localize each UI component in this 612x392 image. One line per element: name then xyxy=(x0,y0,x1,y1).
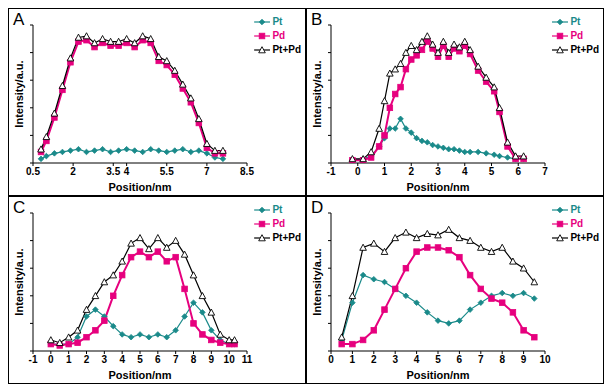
html-text:Pd: Pd xyxy=(570,30,584,41)
html-text:Pt: Pt xyxy=(272,16,283,27)
svg-text:4: 4 xyxy=(119,354,125,365)
html-text:C: C xyxy=(13,198,26,217)
html-text:B: B xyxy=(311,10,323,29)
svg-text:8: 8 xyxy=(191,354,197,365)
svg-text:2: 2 xyxy=(408,166,414,177)
svg-text:0: 0 xyxy=(328,354,334,365)
svg-text:7: 7 xyxy=(542,166,548,177)
svg-text:Position/nm: Position/nm xyxy=(407,181,470,193)
svg-text:5.5: 5.5 xyxy=(160,166,174,177)
svg-text:3.5: 3.5 xyxy=(106,166,120,177)
svg-text:6: 6 xyxy=(515,166,521,177)
html-text:A: A xyxy=(13,10,25,29)
svg-text:3: 3 xyxy=(392,354,398,365)
svg-text:0: 0 xyxy=(355,166,361,177)
html-text:Pt: Pt xyxy=(272,204,283,215)
svg-text:Position/nm: Position/nm xyxy=(109,181,172,193)
svg-text:10: 10 xyxy=(539,354,551,365)
svg-text:9: 9 xyxy=(521,354,527,365)
html-text:D: D xyxy=(311,198,324,217)
svg-text:Intensity/a.u.: Intensity/a.u. xyxy=(13,248,25,315)
svg-text:2: 2 xyxy=(70,166,76,177)
svg-text:8: 8 xyxy=(499,354,505,365)
svg-text:Position/nm: Position/nm xyxy=(407,369,470,381)
svg-text:-1: -1 xyxy=(29,354,38,365)
svg-text:Position/nm: Position/nm xyxy=(109,369,172,381)
html-text:Pt+Pd: Pt+Pd xyxy=(272,232,301,243)
svg-text:9: 9 xyxy=(209,354,215,365)
svg-text:2: 2 xyxy=(84,354,90,365)
html-text:Pt+Pd: Pt+Pd xyxy=(570,232,599,243)
html-text:Pt+Pd: Pt+Pd xyxy=(272,44,301,55)
html-text:Pt: Pt xyxy=(570,204,581,215)
svg-text:10: 10 xyxy=(224,354,236,365)
svg-text:Intensity/a.u.: Intensity/a.u. xyxy=(13,60,25,127)
svg-text:3: 3 xyxy=(435,166,441,177)
svg-text:11: 11 xyxy=(242,354,253,365)
svg-text:7: 7 xyxy=(204,166,210,177)
svg-text:6: 6 xyxy=(155,354,161,365)
html-text:Pd: Pd xyxy=(272,30,286,41)
html-text:Pt: Pt xyxy=(570,16,581,27)
svg-text:Intensity/a.u.: Intensity/a.u. xyxy=(311,248,323,315)
svg-text:0.5: 0.5 xyxy=(26,166,40,177)
svg-text:Intensity/a.u.: Intensity/a.u. xyxy=(311,60,323,127)
svg-text:7: 7 xyxy=(173,354,179,365)
html-text:Pt+Pd: Pt+Pd xyxy=(570,44,599,55)
svg-text:6: 6 xyxy=(457,354,463,365)
svg-text:5: 5 xyxy=(489,166,495,177)
html-text:Pd: Pd xyxy=(272,218,286,229)
svg-text:3: 3 xyxy=(102,354,108,365)
svg-text:4: 4 xyxy=(124,166,130,177)
svg-text:1: 1 xyxy=(382,166,388,177)
svg-text:8.5: 8.5 xyxy=(240,166,254,177)
svg-text:-1: -1 xyxy=(327,166,336,177)
svg-text:5: 5 xyxy=(137,354,143,365)
html-text:Pd: Pd xyxy=(570,218,584,229)
svg-text:4: 4 xyxy=(414,354,420,365)
svg-text:2: 2 xyxy=(371,354,377,365)
svg-text:1: 1 xyxy=(66,354,72,365)
svg-text:4: 4 xyxy=(462,166,468,177)
svg-text:7: 7 xyxy=(478,354,484,365)
svg-text:1: 1 xyxy=(350,354,356,365)
svg-text:5: 5 xyxy=(435,354,441,365)
svg-text:0: 0 xyxy=(48,354,54,365)
